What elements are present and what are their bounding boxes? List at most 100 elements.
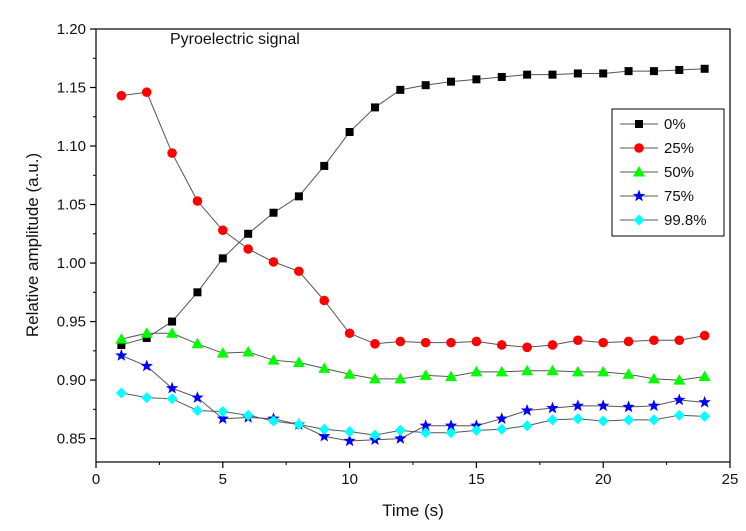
data-point	[444, 419, 458, 431]
data-point	[445, 370, 458, 382]
data-point	[647, 372, 660, 384]
data-point	[649, 67, 658, 76]
data-point	[497, 72, 506, 81]
data-point	[216, 412, 229, 424]
plot-frame	[95, 28, 731, 463]
data-point	[142, 333, 151, 342]
y-tick-label: 1.20	[57, 21, 86, 38]
data-point	[471, 336, 482, 347]
y-tick-label: 0.85	[57, 431, 86, 448]
y-tick-label: 1.10	[57, 138, 86, 155]
data-point	[191, 405, 203, 417]
data-point	[472, 75, 481, 84]
data-point	[217, 406, 229, 418]
x-tick-label: 0	[92, 471, 100, 488]
data-point	[318, 429, 331, 442]
data-point	[699, 330, 710, 341]
data-point	[165, 381, 179, 394]
legend-label: 25%	[664, 140, 694, 157]
data-point	[269, 208, 278, 217]
data-point	[522, 342, 532, 353]
x-tick-label: 10	[341, 471, 358, 488]
series-99-8-pct	[115, 387, 711, 441]
data-point	[343, 434, 356, 447]
data-point	[419, 369, 432, 380]
data-point	[319, 295, 330, 306]
y-tick-label: 1.00	[57, 255, 86, 272]
data-point	[622, 400, 635, 413]
data-point	[648, 414, 660, 426]
data-point	[192, 196, 203, 206]
series-layer	[115, 64, 711, 447]
data-point	[191, 337, 204, 349]
data-point	[318, 362, 331, 373]
data-point	[573, 335, 583, 346]
x-tick-label: 5	[219, 471, 227, 488]
data-point	[115, 387, 127, 399]
data-point	[394, 424, 406, 436]
data-point	[294, 266, 304, 277]
data-point	[115, 349, 128, 361]
data-point	[495, 412, 508, 424]
data-point	[294, 192, 303, 201]
series-50-pct	[115, 327, 711, 385]
data-point	[622, 368, 635, 379]
data-point	[244, 229, 253, 238]
legend-marker	[635, 120, 643, 128]
series-line	[121, 68, 705, 346]
data-point	[115, 333, 128, 344]
data-point	[394, 372, 407, 384]
data-point	[548, 70, 557, 79]
data-point	[216, 347, 229, 358]
data-point	[624, 67, 633, 76]
data-point	[623, 336, 634, 347]
data-point	[445, 427, 457, 439]
data-point	[623, 414, 635, 426]
data-point	[420, 337, 431, 348]
data-point	[394, 432, 407, 444]
legend-entries: 0% 25% 50% 75% 99.8%	[620, 116, 707, 229]
data-point	[523, 70, 532, 79]
data-point	[193, 288, 202, 297]
data-point	[268, 257, 279, 267]
data-point	[649, 335, 659, 346]
series-line	[121, 332, 705, 381]
legend: 0% 25% 50% 75% 99.8%	[611, 108, 725, 237]
data-point	[571, 399, 585, 412]
data-point	[218, 254, 227, 263]
data-point	[140, 359, 153, 372]
data-point	[547, 340, 558, 350]
data-point	[242, 345, 255, 357]
data-point	[674, 335, 685, 346]
data-point	[243, 244, 253, 254]
legend-marker	[634, 143, 644, 153]
data-point	[470, 365, 483, 377]
data-point	[191, 391, 204, 403]
data-point	[597, 415, 609, 427]
data-point	[496, 423, 508, 435]
data-point	[368, 372, 381, 384]
legend-label: 0%	[664, 116, 686, 133]
x-axis-title: Time (s)	[382, 501, 444, 520]
data-point	[599, 69, 608, 78]
series-25-pct	[116, 87, 710, 353]
data-point	[370, 339, 380, 349]
series-0-pct	[117, 64, 709, 349]
data-point	[396, 85, 405, 94]
data-point	[117, 340, 126, 349]
data-point	[521, 364, 534, 376]
data-point	[546, 364, 559, 376]
data-point	[573, 69, 582, 78]
chart-annotation: Pyroelectric signal	[170, 31, 300, 48]
legend-marker	[632, 189, 646, 202]
data-point	[698, 395, 711, 408]
data-point	[597, 399, 610, 412]
series-line	[121, 355, 705, 442]
data-point	[495, 365, 508, 377]
data-point	[673, 374, 686, 385]
x-tick-label: 25	[722, 471, 739, 488]
data-point	[673, 393, 686, 406]
y-axis-title: Relative amplitude (a.u.)	[23, 153, 42, 337]
